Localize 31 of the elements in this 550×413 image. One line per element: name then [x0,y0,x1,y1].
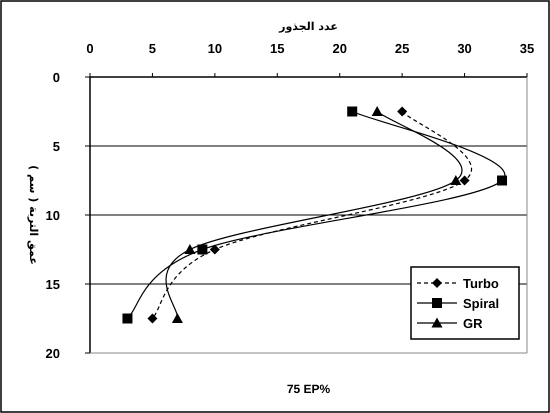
y-tick-label: 10 [46,208,60,223]
y-tick-label: 20 [46,346,60,361]
point [184,244,196,254]
point [172,313,183,323]
y-tick-label: 15 [46,277,60,292]
x-tick-label: 35 [520,41,534,56]
x-tick-label: 5 [148,41,156,56]
point [210,244,220,254]
point [450,175,462,185]
x-axis-title: عدد الجذور [278,20,338,33]
point [122,314,132,324]
x-tick-label: 10 [208,41,222,56]
legend-label: GR [463,316,484,331]
x-tick-label: 25 [394,41,410,56]
point [147,314,158,324]
text: 75 EP% [286,382,331,396]
point [372,106,383,116]
x-tick-label: 20 [332,41,347,56]
point [397,106,408,116]
point [460,176,470,186]
x-tick-label: 30 [457,41,472,56]
point [497,176,508,186]
y-tick-label: 0 [52,70,60,85]
point [197,244,208,254]
x-tick-label: 0 [86,41,94,56]
y-tick-label: 5 [52,139,60,154]
point [347,106,358,116]
legend-label: Spiral [463,296,500,311]
legend-label: Turbo [463,276,499,291]
x-tick-label: 15 [270,41,285,56]
y-axis-title: عمق التربة ( سم ) [27,165,40,265]
